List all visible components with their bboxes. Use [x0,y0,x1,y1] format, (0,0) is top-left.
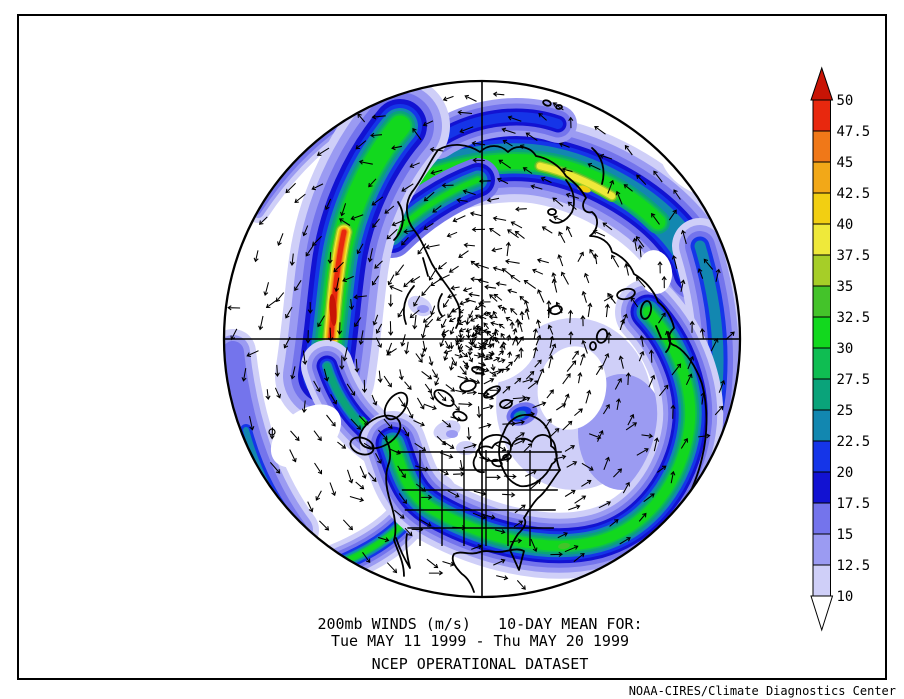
wind-speed-contour-band [255,121,345,215]
calm-region [430,292,538,384]
colorbar-tick-label: 45 [837,155,854,171]
colorbar-tick-label: 32.5 [837,310,871,326]
colorbar-under-arrow [810,595,834,632]
colorbar-tick-label: 30 [837,341,854,357]
colorbar-cell [812,378,831,411]
wind-speed-contour-band [328,229,347,341]
us-state-borders [396,450,562,546]
plot-title-line1: 200mb WINDS (m/s) 10-DAY MEAN FOR: [317,615,643,633]
wind-vectors [227,91,735,590]
colorbar-tick-label: 12.5 [837,558,871,574]
colorbar-cell [812,192,831,225]
colorbar-over-arrow [810,66,834,101]
colorbar-cell [812,471,831,504]
colorbar-cell [812,285,831,318]
coastlines [349,99,708,593]
plot-title-block: 200mb WINDS (m/s) 10-DAY MEAN FOR: Tue M… [60,616,900,673]
colorbar-tick-label: 20 [837,465,854,481]
colorbar-cell [812,564,831,597]
colorbar-tick-label: 15 [837,527,854,543]
colorbar-cell [812,440,831,473]
colorbar-tick-label: 17.5 [837,496,871,512]
colorbar-cell [812,533,831,566]
colorbar-tick-label: 25 [837,403,854,419]
calm-region [270,404,342,468]
plot-title-line2: Tue MAY 11 1999 - Thu MAY 20 1999 [330,632,629,650]
map-interior [225,82,739,596]
colorbar-cell [812,99,831,132]
colorbar-tick-label: 42.5 [837,186,871,202]
colorbar-cell [812,130,831,163]
colorbar-tick-label: 27.5 [837,372,871,388]
colorbar-cell [812,409,831,442]
wind-speed-contour-band [388,307,696,551]
colorbar-cell [812,223,831,256]
credit-text: NOAA-CIRES/Climate Diagnostics Center [628,684,896,698]
wind-speed-contour-patch [558,542,570,550]
colorbar-tick-label: 10 [837,589,854,605]
plot-frame [17,14,887,680]
wind-speed-contour-band [433,112,563,145]
colorbar-tick-label: 22.5 [837,434,871,450]
calm-region [537,346,607,430]
hemisphere-outline [222,79,742,599]
wind-speed-contour-band [536,162,616,200]
colorbar-tick-label: 35 [837,279,854,295]
wind-speed-contour-patch [446,430,458,438]
plot-title-line3: NCEP OPERATIONAL DATASET [371,655,589,673]
colorbar-cell [812,254,831,287]
colorbar-cell [812,502,831,535]
colorbar: 50 47.5 45 42.5 40 37.5 35 32.5 30 27.5 25 22.5 20 17… [810,66,871,632]
colorbar-cell [812,316,831,349]
colorbar-tick-label: 37.5 [837,248,871,264]
colorbar-cell [812,347,831,380]
colorbar-tick-label: 40 [837,217,854,233]
wind-speed-contour-patch [417,305,429,313]
wind-speed-contour-patch [329,294,337,326]
colorbar-tick-label: 47.5 [837,124,871,140]
colorbar-cell [812,161,831,194]
colorbar-tick-label: 50 [837,93,854,109]
wind-speed-contour-band [389,177,481,239]
